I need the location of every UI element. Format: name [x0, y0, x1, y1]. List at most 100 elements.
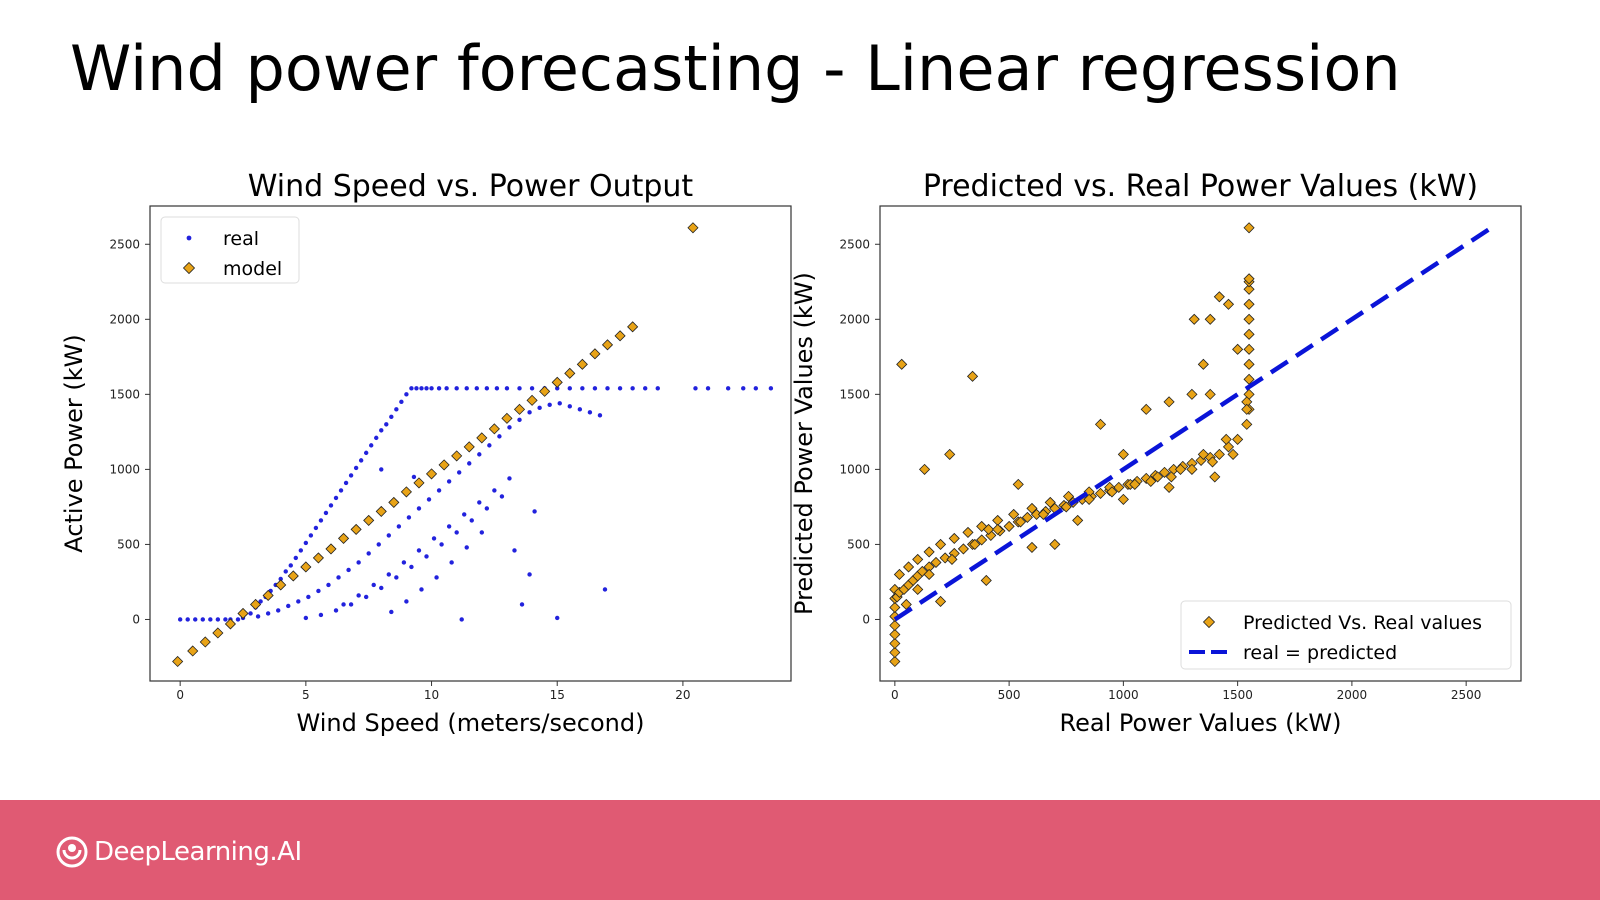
data-point	[1037, 508, 1049, 520]
data-point	[389, 414, 394, 420]
data-point	[375, 505, 387, 517]
data-point	[1014, 516, 1027, 528]
data-point	[356, 593, 361, 598]
data-point	[288, 563, 293, 568]
data-point	[409, 386, 414, 391]
data-point	[1206, 456, 1219, 468]
data-point	[1094, 487, 1107, 499]
y-tick-label: 1000	[109, 462, 140, 476]
data-point	[889, 601, 901, 614]
data-point	[687, 222, 699, 234]
data-point	[1243, 343, 1255, 355]
data-point	[577, 407, 583, 412]
data-point	[454, 386, 459, 391]
data-point	[1117, 448, 1129, 460]
data-point	[976, 520, 988, 532]
data-point	[276, 608, 281, 613]
series-model	[172, 222, 699, 668]
data-point	[1222, 298, 1235, 310]
legend-swatch	[186, 235, 192, 241]
data-point	[255, 614, 261, 619]
data-point	[414, 386, 419, 391]
legend-box	[160, 216, 300, 284]
x-axis-label: Real Power Values (kW)	[1060, 709, 1342, 737]
data-point	[416, 548, 422, 553]
data-point	[396, 524, 402, 529]
data-point	[419, 587, 424, 592]
data-point	[605, 386, 610, 391]
data-point	[539, 385, 551, 397]
data-point	[318, 518, 324, 523]
series-real	[177, 386, 774, 622]
data-point	[424, 554, 429, 559]
data-point	[1209, 471, 1221, 483]
data-point	[394, 575, 399, 580]
y-tick-label: 1500	[109, 387, 140, 401]
x-tick-label: 0	[891, 688, 899, 702]
data-point	[431, 536, 437, 541]
data-point	[494, 386, 500, 391]
data-point	[265, 611, 271, 616]
data-point	[519, 602, 525, 607]
data-point	[477, 452, 482, 457]
data-point	[411, 474, 417, 480]
data-point	[1008, 508, 1020, 520]
data-point	[902, 561, 915, 573]
data-point	[1197, 448, 1209, 460]
y-tick-label: 0	[132, 612, 140, 626]
data-point	[328, 503, 334, 508]
data-point	[366, 551, 371, 556]
data-point	[1174, 463, 1187, 475]
data-point	[499, 494, 505, 499]
data-point	[741, 386, 746, 391]
legend: Predicted Vs. Real values real = predicte…	[1180, 600, 1512, 670]
data-point	[934, 595, 947, 608]
data-point	[404, 599, 409, 604]
data-point	[212, 627, 224, 639]
data-point	[589, 348, 601, 360]
data-point	[501, 412, 513, 424]
data-point	[436, 386, 442, 391]
data-point	[464, 545, 469, 550]
data-point	[597, 413, 603, 418]
data-point	[517, 417, 522, 423]
data-point	[467, 461, 472, 466]
data-point	[374, 435, 379, 441]
data-point	[312, 552, 324, 564]
data-point	[966, 370, 979, 382]
data-point	[655, 386, 660, 391]
data-point	[413, 477, 425, 489]
data-point	[1158, 466, 1171, 478]
data-point	[313, 525, 319, 531]
data-point	[1163, 481, 1175, 493]
data-point	[436, 488, 442, 493]
data-point	[275, 579, 287, 591]
data-point	[1241, 418, 1253, 430]
data-point	[303, 540, 309, 546]
data-point	[406, 515, 412, 520]
data-point	[957, 543, 969, 555]
data-point	[643, 386, 648, 391]
data-point	[416, 506, 422, 511]
data-point	[1186, 388, 1198, 400]
y-axis-label: Predicted Power Values (kW)	[790, 272, 818, 615]
data-point	[409, 564, 414, 570]
data-point	[889, 655, 901, 668]
data-point	[504, 386, 510, 391]
data-point	[283, 569, 288, 574]
data-point	[1213, 448, 1225, 460]
data-point	[479, 530, 485, 535]
legend-label: model	[223, 258, 282, 280]
deeplearning-logo-icon	[56, 836, 88, 868]
data-point	[346, 567, 351, 573]
data-point	[343, 480, 349, 486]
data-point	[487, 443, 492, 448]
data-point	[576, 358, 588, 370]
charts-area: Wind Speed vs. Power Output 0 5 10 15 20 0 500 1…	[60, 169, 1522, 737]
data-point	[627, 321, 639, 333]
legend-box	[1180, 600, 1512, 670]
data-point	[527, 410, 532, 415]
data-point	[386, 533, 392, 538]
data-point	[513, 403, 526, 415]
data-point	[889, 619, 901, 632]
